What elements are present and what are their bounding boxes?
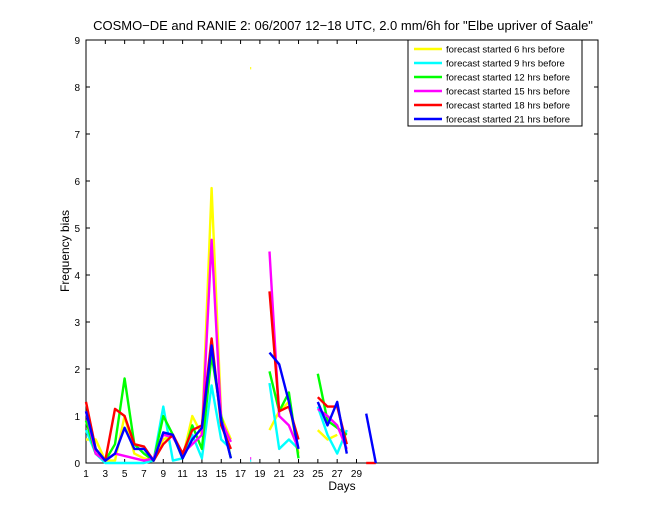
x-tick-label: 27 xyxy=(332,469,344,480)
x-tick-label: 11 xyxy=(177,469,188,480)
series-line xyxy=(268,251,300,450)
x-tick-label: 19 xyxy=(254,469,266,480)
x-tick-label: 13 xyxy=(196,469,208,480)
x-tick-label: 15 xyxy=(216,469,228,480)
x-tick-label: 5 xyxy=(122,469,128,480)
x-axis-label: Days xyxy=(328,479,355,493)
series-line xyxy=(316,400,348,454)
legend: forecast started 6 hrs before forecast st… xyxy=(407,39,583,127)
x-tick-label: 21 xyxy=(274,469,286,480)
x-tick-label: 17 xyxy=(235,469,247,480)
x-tick-label: 23 xyxy=(293,469,305,480)
x-tick-label: 9 xyxy=(161,469,167,480)
series-line xyxy=(268,351,300,450)
y-axis-label: Frequency bias xyxy=(58,210,72,292)
y-tick-label: 6 xyxy=(74,177,80,188)
x-tick-label: 7 xyxy=(141,469,147,480)
legend-entry: forecast started 9 hrs before xyxy=(446,59,565,70)
series-line xyxy=(268,382,300,451)
series-line xyxy=(84,353,233,462)
y-tick-label: 4 xyxy=(74,271,80,282)
series-line xyxy=(365,413,377,464)
y-tick-label: 7 xyxy=(74,130,80,141)
y-tick-label: 0 xyxy=(74,459,80,470)
y-tick-label: 3 xyxy=(74,318,80,329)
chart-title: COSMO−DE and RANIE 2: 06/2007 12−18 UTC,… xyxy=(93,18,593,33)
x-tick-label: 29 xyxy=(351,469,363,480)
series-line xyxy=(316,429,338,441)
legend-entry: forecast started 18 hrs before xyxy=(446,101,570,112)
y-tick-label: 1 xyxy=(74,412,80,423)
series-line xyxy=(316,406,348,455)
y-tick-label: 5 xyxy=(74,224,80,235)
series-6 xyxy=(84,344,377,464)
legend-entry: forecast started 21 hrs before xyxy=(446,115,570,126)
x-tick-label: 25 xyxy=(312,469,324,480)
y-tick-label: 8 xyxy=(74,83,80,94)
legend-entry: forecast started 15 hrs before xyxy=(446,87,570,98)
y-tick-label: 9 xyxy=(74,36,80,47)
x-tick-label: 1 xyxy=(83,469,89,480)
legend-entry: forecast started 12 hrs before xyxy=(446,73,570,84)
series-layer xyxy=(84,66,377,465)
series-line xyxy=(84,344,233,462)
y-tick-label: 2 xyxy=(74,365,80,376)
legend-entry: forecast started 6 hrs before xyxy=(446,45,565,56)
x-tick-label: 3 xyxy=(103,469,109,480)
legend-box xyxy=(407,39,583,127)
